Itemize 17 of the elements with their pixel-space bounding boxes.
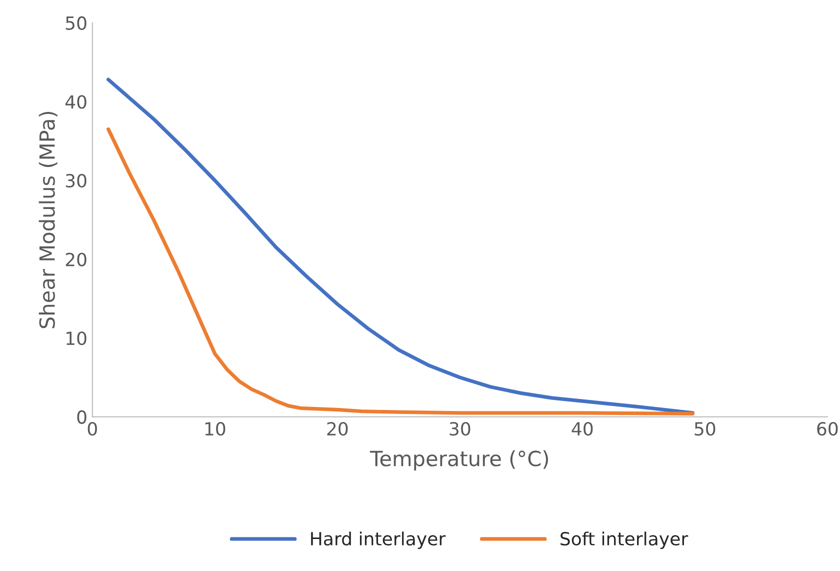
x-tick-label: 30 bbox=[450, 422, 470, 436]
y-tick-label: 40 bbox=[65, 95, 86, 109]
x-tick-label: 10 bbox=[205, 422, 226, 436]
x-tick-label: 40 bbox=[572, 422, 593, 436]
y-axis-title: Shear Modulus (MPa) bbox=[38, 112, 58, 328]
x-tick-label: 60 bbox=[817, 422, 838, 436]
y-tick-label: 30 bbox=[66, 174, 86, 188]
x-axis-title: Temperature (°C) bbox=[370, 450, 548, 470]
legend-label: Hard interlayer bbox=[311, 532, 446, 550]
y-tick-label: 10 bbox=[66, 331, 86, 346]
y-tick-label: 20 bbox=[66, 252, 86, 266]
y-tick-label: 50 bbox=[66, 16, 86, 30]
y-tick-label: 0 bbox=[77, 410, 86, 424]
legend-label: Soft interlayer bbox=[560, 532, 688, 550]
x-tick-label: 20 bbox=[327, 422, 348, 436]
x-tick-label: 50 bbox=[694, 422, 716, 436]
x-tick-label: 0 bbox=[88, 422, 97, 436]
